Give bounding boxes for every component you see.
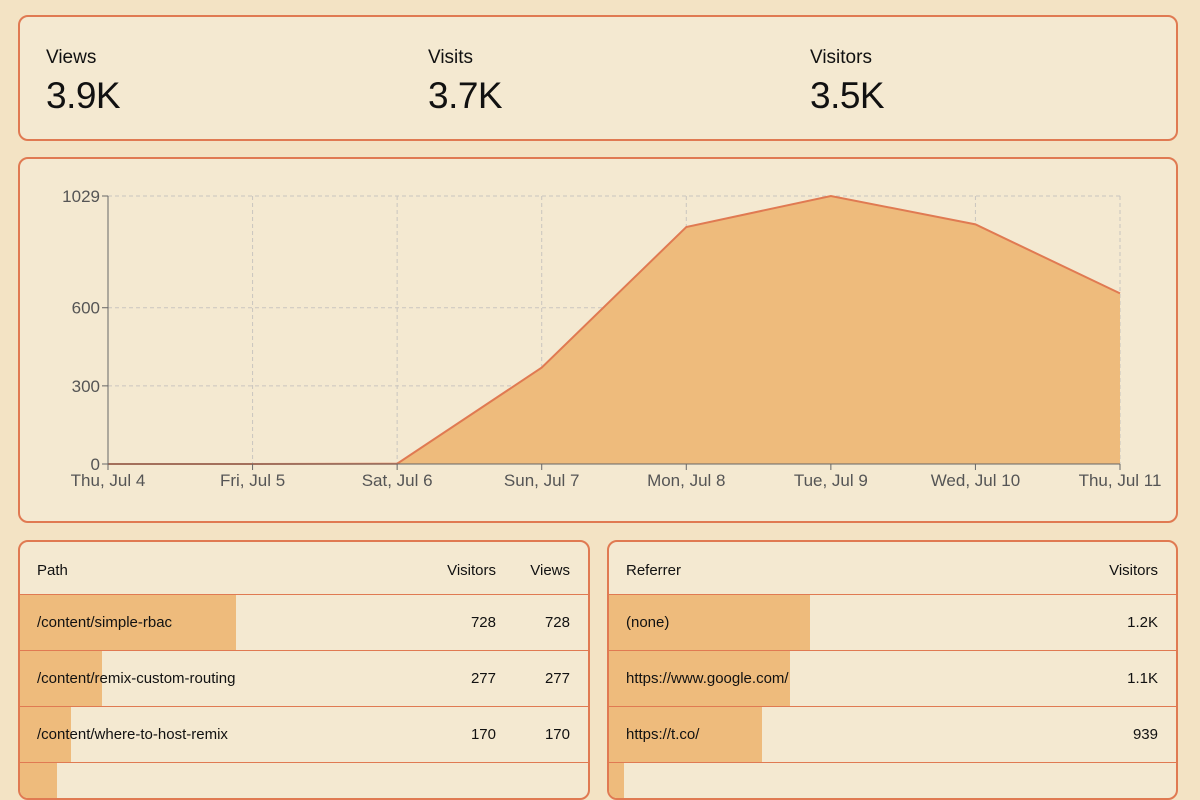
stat-label: Views — [46, 47, 120, 69]
views-cell: 277 — [545, 670, 570, 687]
visitors-cell: 939 — [1133, 726, 1158, 743]
referrer-cell: (none) — [626, 614, 669, 631]
table-row[interactable] — [20, 763, 588, 800]
area-fill — [108, 196, 1120, 464]
share-bar — [20, 763, 57, 800]
header-views: Views — [530, 562, 570, 579]
views-cell: 728 — [545, 614, 570, 631]
referrers-table-header: Referrer Visitors — [609, 542, 1176, 595]
table-row[interactable]: /content/simple-rbac 728 728 — [20, 595, 588, 651]
header-referrer: Referrer — [626, 562, 681, 579]
visitors-cell: 170 — [471, 726, 496, 743]
referrer-cell: https://www.google.com/ — [626, 670, 789, 687]
path-cell: /content/where-to-host-remix — [37, 726, 228, 743]
x-tick-label: Sun, Jul 7 — [504, 471, 580, 490]
x-tick-label: Wed, Jul 10 — [931, 471, 1020, 490]
table-row[interactable]: (none) 1.2K — [609, 595, 1176, 651]
stat-views: Views 3.9K — [46, 47, 120, 117]
referrers-table: Referrer Visitors (none) 1.2K https://www.… — [607, 540, 1178, 800]
path-cell: /content/remix-custom-routing — [37, 670, 235, 687]
table-row[interactable]: https://t.co/939 — [609, 707, 1176, 763]
y-tick-label: 1029 — [62, 187, 100, 206]
y-tick-label: 300 — [72, 377, 100, 396]
visitors-cell: 728 — [471, 614, 496, 631]
visitors-cell: 1.1K — [1127, 670, 1158, 687]
stat-value: 3.5K — [810, 75, 884, 117]
x-tick-label: Thu, Jul 4 — [71, 471, 146, 490]
x-tick-label: Tue, Jul 9 — [794, 471, 868, 490]
x-tick-label: Fri, Jul 5 — [220, 471, 285, 490]
stat-visits: Visits 3.7K — [428, 47, 502, 117]
x-tick-label: Sat, Jul 6 — [362, 471, 433, 490]
stat-visitors: Visitors 3.5K — [810, 47, 884, 117]
header-visitors: Visitors — [1109, 562, 1158, 579]
table-row[interactable]: https://www.google.com/1.1K — [609, 651, 1176, 707]
paths-table: Path Visitors Views /content/simple-rbac… — [18, 540, 590, 800]
stat-label: Visits — [428, 47, 502, 69]
y-tick-label: 600 — [72, 299, 100, 318]
paths-table-header: Path Visitors Views — [20, 542, 588, 595]
header-path: Path — [37, 562, 68, 579]
stat-value: 3.7K — [428, 75, 502, 117]
table-row[interactable]: /content/where-to-host-remix 170 170 — [20, 707, 588, 763]
x-tick-label: Mon, Jul 8 — [647, 471, 725, 490]
stats-card: Views 3.9K Visits 3.7K Visitors 3.5K — [18, 15, 1178, 141]
views-cell: 170 — [545, 726, 570, 743]
share-bar — [609, 763, 624, 800]
x-tick-label: Thu, Jul 11 — [1079, 471, 1162, 490]
path-cell: /content/simple-rbac — [37, 614, 172, 631]
stat-label: Visitors — [810, 47, 884, 69]
visitors-cell: 1.2K — [1127, 614, 1158, 631]
header-visitors: Visitors — [447, 562, 496, 579]
visitors-cell: 277 — [471, 670, 496, 687]
table-row[interactable] — [609, 763, 1176, 800]
paths-table-body: /content/simple-rbac 728 728/content/remix… — [20, 595, 588, 800]
referrer-cell: https://t.co/ — [626, 726, 699, 743]
stat-value: 3.9K — [46, 75, 120, 117]
table-row[interactable]: /content/remix-custom-routing 277 277 — [20, 651, 588, 707]
